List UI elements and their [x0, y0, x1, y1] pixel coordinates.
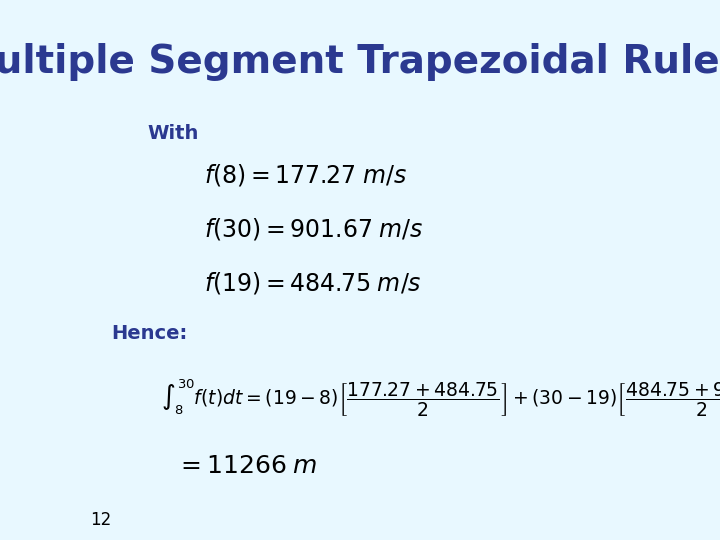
- Text: $\int_{8}^{30} f(t)dt = (19-8)\left[\dfrac{177.27+484.75}{2}\right] + (30-19)\le: $\int_{8}^{30} f(t)dt = (19-8)\left[\dfr…: [161, 378, 720, 419]
- Text: $f(30) = 901.67 \; m/s$: $f(30) = 901.67 \; m/s$: [204, 216, 424, 242]
- Text: $f(19) = 484.75 \; m/s$: $f(19) = 484.75 \; m/s$: [204, 270, 422, 296]
- Text: Hence:: Hence:: [112, 324, 188, 343]
- Text: Multiple Segment Trapezoidal Rule: Multiple Segment Trapezoidal Rule: [0, 43, 719, 81]
- Text: $= 11266 \; m$: $= 11266 \; m$: [176, 454, 318, 477]
- Text: With: With: [147, 124, 199, 143]
- Text: 12: 12: [90, 511, 112, 529]
- Text: $f(8) = 177.27 \; m/s$: $f(8) = 177.27 \; m/s$: [204, 162, 408, 188]
